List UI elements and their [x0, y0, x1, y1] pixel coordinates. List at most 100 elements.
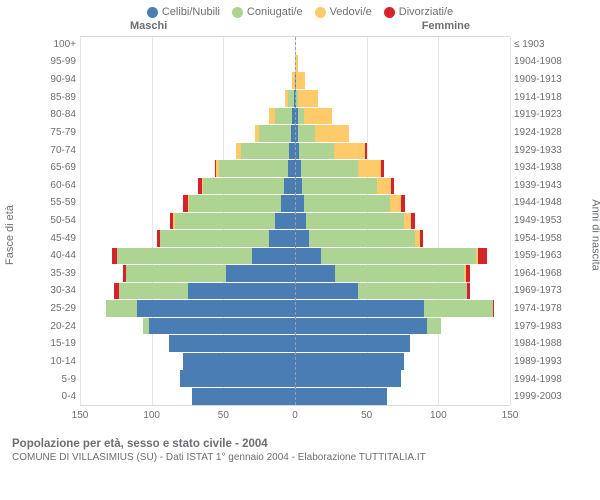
- birth-year-label: 1974-1978: [514, 304, 580, 314]
- bar-segment: [334, 143, 366, 160]
- bar-segment: [203, 178, 283, 195]
- bar-segment: [321, 248, 476, 265]
- bar-segment: [390, 195, 401, 212]
- birth-year-label: 1939-1943: [514, 181, 580, 191]
- male-bar: [80, 300, 295, 317]
- x-tick-label: 100: [143, 410, 160, 421]
- legend-swatch: [315, 7, 326, 18]
- bar-segment: [295, 388, 387, 405]
- bar-segment: [304, 108, 333, 125]
- female-bar: [295, 108, 510, 125]
- bar-segment: [241, 143, 290, 160]
- bar-segment: [284, 178, 295, 195]
- bar-segment: [295, 248, 321, 265]
- footer: Popolazione per età, sesso e stato civil…: [0, 434, 600, 463]
- bar-segment: [275, 213, 295, 230]
- legend: Celibi/NubiliConiugati/eVedovi/eDivorzia…: [0, 0, 600, 20]
- age-label: 35-39: [20, 269, 76, 279]
- male-bar: [80, 143, 295, 160]
- bar-segment: [183, 353, 295, 370]
- age-label: 95-99: [20, 57, 76, 67]
- age-label: 5-9: [20, 375, 76, 385]
- bar-segment: [391, 178, 394, 195]
- female-bar: [295, 213, 510, 230]
- bar-segment: [420, 230, 423, 247]
- bar-segment: [298, 90, 318, 107]
- bar-segment: [301, 160, 358, 177]
- female-bar: [295, 248, 510, 265]
- age-label: 50-54: [20, 216, 76, 226]
- bar-segment: [427, 318, 441, 335]
- bar-segment: [306, 213, 403, 230]
- x-tick-label: 100: [430, 410, 447, 421]
- female-bar: [295, 300, 510, 317]
- female-bar: [295, 283, 510, 300]
- bar-segment: [466, 265, 470, 282]
- birth-year-label: 1924-1928: [514, 128, 580, 138]
- bar-segment: [275, 108, 292, 125]
- legend-swatch: [147, 7, 158, 18]
- center-line: [295, 37, 296, 405]
- bar-segment: [295, 353, 404, 370]
- birth-year-label: 1909-1913: [514, 75, 580, 85]
- male-bar: [80, 230, 295, 247]
- male-bar: [80, 248, 295, 265]
- age-label: 85-89: [20, 93, 76, 103]
- bar-segment: [226, 265, 295, 282]
- bar-segment: [296, 72, 305, 89]
- age-label: 30-34: [20, 286, 76, 296]
- female-bar: [295, 335, 510, 352]
- bar-segment: [404, 213, 411, 230]
- legend-label: Celibi/Nubili: [162, 6, 220, 18]
- female-bar: [295, 72, 510, 89]
- bar-segment: [302, 178, 377, 195]
- male-bar: [80, 318, 295, 335]
- male-bar: [80, 160, 295, 177]
- female-bar: [295, 388, 510, 405]
- age-label: 0-4: [20, 392, 76, 402]
- bar-segment: [192, 388, 295, 405]
- birth-year-label: 1984-1988: [514, 339, 580, 349]
- bar-segment: [169, 335, 295, 352]
- bar-segment: [119, 283, 188, 300]
- male-bar: [80, 195, 295, 212]
- bar-segment: [160, 230, 269, 247]
- female-bar: [295, 55, 510, 72]
- female-bar: [295, 125, 510, 142]
- bar-segment: [298, 125, 315, 142]
- bar-segment: [295, 195, 304, 212]
- birth-year-label: 1994-1998: [514, 375, 580, 385]
- bar-segment: [411, 213, 415, 230]
- legend-label: Divorziati/e: [399, 6, 453, 18]
- birth-year-label: 1904-1908: [514, 57, 580, 67]
- bar-segment: [281, 195, 295, 212]
- bar-segment: [358, 160, 381, 177]
- bar-segment: [467, 283, 470, 300]
- x-tick-label: 150: [72, 410, 89, 421]
- male-bar: [80, 353, 295, 370]
- bar-segment: [117, 248, 252, 265]
- bar-segment: [175, 213, 275, 230]
- bar-segment: [358, 283, 467, 300]
- bar-segment: [126, 265, 226, 282]
- birth-year-label: 1959-1963: [514, 251, 580, 261]
- age-label: 90-94: [20, 75, 76, 85]
- female-bar: [295, 195, 510, 212]
- female-bar: [295, 90, 510, 107]
- birth-year-label: 1934-1938: [514, 163, 580, 173]
- age-label: 15-19: [20, 339, 76, 349]
- male-bar: [80, 108, 295, 125]
- x-tick-label: 50: [361, 410, 372, 421]
- legend-item: Celibi/Nubili: [147, 6, 220, 18]
- legend-swatch: [384, 7, 395, 18]
- gender-labels: Maschi Femmine: [0, 20, 600, 36]
- male-label: Maschi: [130, 20, 167, 32]
- bar-segment: [401, 195, 405, 212]
- birth-year-label: 1914-1918: [514, 93, 580, 103]
- male-bar: [80, 72, 295, 89]
- female-bar: [295, 230, 510, 247]
- female-label: Femmine: [422, 20, 470, 32]
- bar-segment: [304, 195, 390, 212]
- birth-year-label: 1999-2003: [514, 392, 580, 402]
- bar-segment: [309, 230, 415, 247]
